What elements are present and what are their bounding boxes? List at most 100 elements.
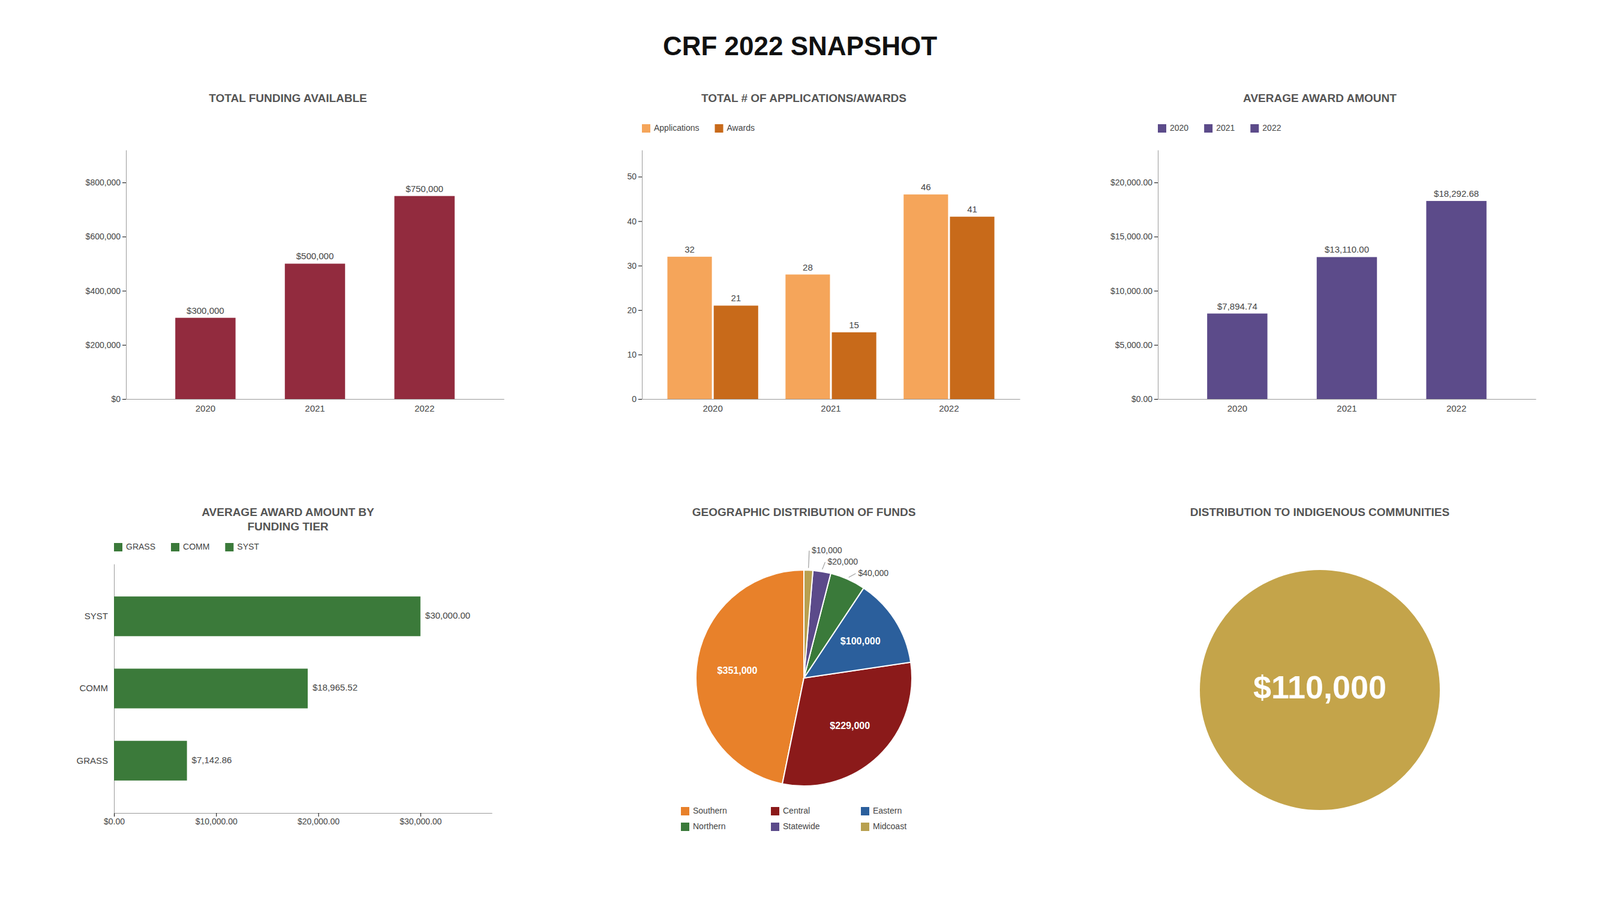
tick-mark (638, 265, 642, 267)
legend-swatch (1250, 124, 1259, 133)
tick: 2021 (820, 403, 841, 414)
tick-label: SYST (84, 610, 108, 621)
plot: 01020304050202020212022322846211541 (626, 150, 1020, 414)
tick-mark (638, 354, 642, 356)
tick-mark (638, 398, 642, 400)
tick: $0.00 (1131, 394, 1158, 404)
tick-label: $30,000.00 (399, 816, 442, 827)
tick-mark (122, 182, 126, 183)
tick-label: 0 (631, 394, 637, 404)
tick-mark (638, 221, 642, 222)
tick-label: $200,000 (85, 340, 122, 350)
tick: 50 (626, 171, 642, 182)
bar (713, 305, 759, 399)
data-label: $300,000 (186, 305, 225, 316)
legend-label: COMM (182, 541, 210, 552)
legend-swatch (860, 806, 870, 816)
data-label: $7,142.86 (191, 754, 233, 765)
data-label: 32 (684, 244, 695, 255)
legend-label: GRASS (125, 541, 156, 552)
legend-swatch (113, 542, 123, 552)
data-labels: $7,894.74$13,110.00$18,292.68 (1217, 188, 1479, 312)
tick: $600,000 (85, 231, 126, 242)
axis-line (642, 398, 1021, 400)
plot: $351,000$229,000$100,000$40,000$20,000$1… (695, 544, 912, 786)
tick: 20 (626, 305, 642, 315)
bar (1426, 200, 1487, 399)
axis-line (1158, 398, 1537, 400)
tick-label: $20,000.00 (297, 816, 340, 827)
tick-label: $15,000.00 (1110, 231, 1153, 242)
legend-item: Southern (680, 805, 728, 816)
data-labels: $7,142.86$18,965.52$30,000.00 (191, 610, 471, 765)
data-label: $13,110.00 (1324, 244, 1370, 255)
tick: $0 (110, 394, 126, 404)
bar (949, 216, 995, 399)
tick-mark (1154, 182, 1158, 183)
legend-item: GRASS (113, 541, 156, 552)
bar (113, 668, 308, 708)
slices (695, 569, 912, 786)
legend: ApplicationsAwards (641, 122, 755, 133)
bar (113, 740, 188, 781)
legend-item: Midcoast (860, 821, 907, 831)
data-label: $18,965.52 (312, 682, 358, 693)
tick-mark (638, 176, 642, 177)
tick-label: GRASS (76, 755, 108, 766)
tick-label: $5,000.00 (1115, 340, 1153, 350)
tick: $10,000.00 (1110, 286, 1158, 296)
tick: $20,000.00 (1110, 177, 1158, 188)
legend: GRASS COMM SYST (113, 541, 260, 552)
data-label: $18,292.68 (1433, 188, 1479, 199)
kpi-value: $110,000 (1253, 668, 1387, 705)
legend-swatch (1157, 124, 1167, 133)
tick: 2021 (304, 403, 325, 414)
axis-line (114, 812, 493, 814)
data-label: $10,000 (811, 544, 843, 555)
legend-swatch (680, 822, 690, 831)
data-label: 21 (730, 292, 741, 303)
tick: 0 (631, 394, 642, 404)
legend-swatch (224, 542, 234, 552)
tick-label: 2020 (1227, 403, 1248, 414)
tick: $10,000.00 (195, 812, 238, 827)
data-label: 41 (967, 203, 978, 215)
axis: 202020212022 (1158, 399, 1537, 414)
tick-label: 2021 (820, 403, 841, 414)
tick: GRASS (76, 755, 108, 766)
bar (175, 317, 236, 399)
tick-label: $10,000.00 (1110, 286, 1153, 296)
tick-label: $600,000 (85, 231, 122, 242)
legend-swatch (860, 822, 870, 831)
marks (1207, 200, 1487, 399)
data-labels: $300,000$500,000$750,000 (186, 183, 444, 316)
panel: GEOGRAPHIC DISTRIBUTION OF FUNDS$351,000… (680, 505, 916, 831)
plot: $0$200,000$400,000$600,000$800,000202020… (85, 150, 505, 414)
tick-label: COMM (79, 682, 109, 693)
data-labels: 322846211541 (684, 181, 978, 330)
tick-label: 2021 (1336, 403, 1357, 414)
panel: TOTAL # OF APPLICATIONS/AWARDS0102030405… (626, 91, 1020, 414)
tick-label: $10,000.00 (195, 816, 238, 827)
legend: SouthernCentralEasternNorthernStatewideM… (680, 805, 907, 831)
legend-swatch (1204, 124, 1213, 133)
plot: $0.00 $5,000.00 $10,000.00 $15,000.00 $20,00… (1110, 150, 1537, 414)
data-label: $500,000 (296, 250, 335, 261)
legend-swatch (641, 124, 651, 133)
tick-label: 2020 (195, 403, 216, 414)
legend-label: Statewide (782, 821, 821, 831)
data-labels: $351,000$229,000$100,000$40,000$20,000$1… (717, 544, 890, 731)
tick: $400,000 (85, 286, 126, 296)
tick: 2022 (938, 403, 959, 414)
tick: 2020 (195, 403, 216, 414)
bar (667, 256, 712, 399)
data-label: 28 (802, 262, 813, 273)
legend-label: Midcoast (872, 821, 907, 831)
tick-label: 30 (626, 260, 637, 271)
legend-item: SYST (224, 541, 260, 552)
data-label: $100,000 (840, 635, 881, 647)
chart-title: TOTAL # OF APPLICATIONS/AWARDS (701, 91, 907, 105)
bar (394, 196, 455, 399)
legend-label: 2020 (1169, 122, 1189, 133)
panel: DISTRIBUTION TO INDIGENOUS COMMUNITIES$1… (1190, 505, 1450, 810)
